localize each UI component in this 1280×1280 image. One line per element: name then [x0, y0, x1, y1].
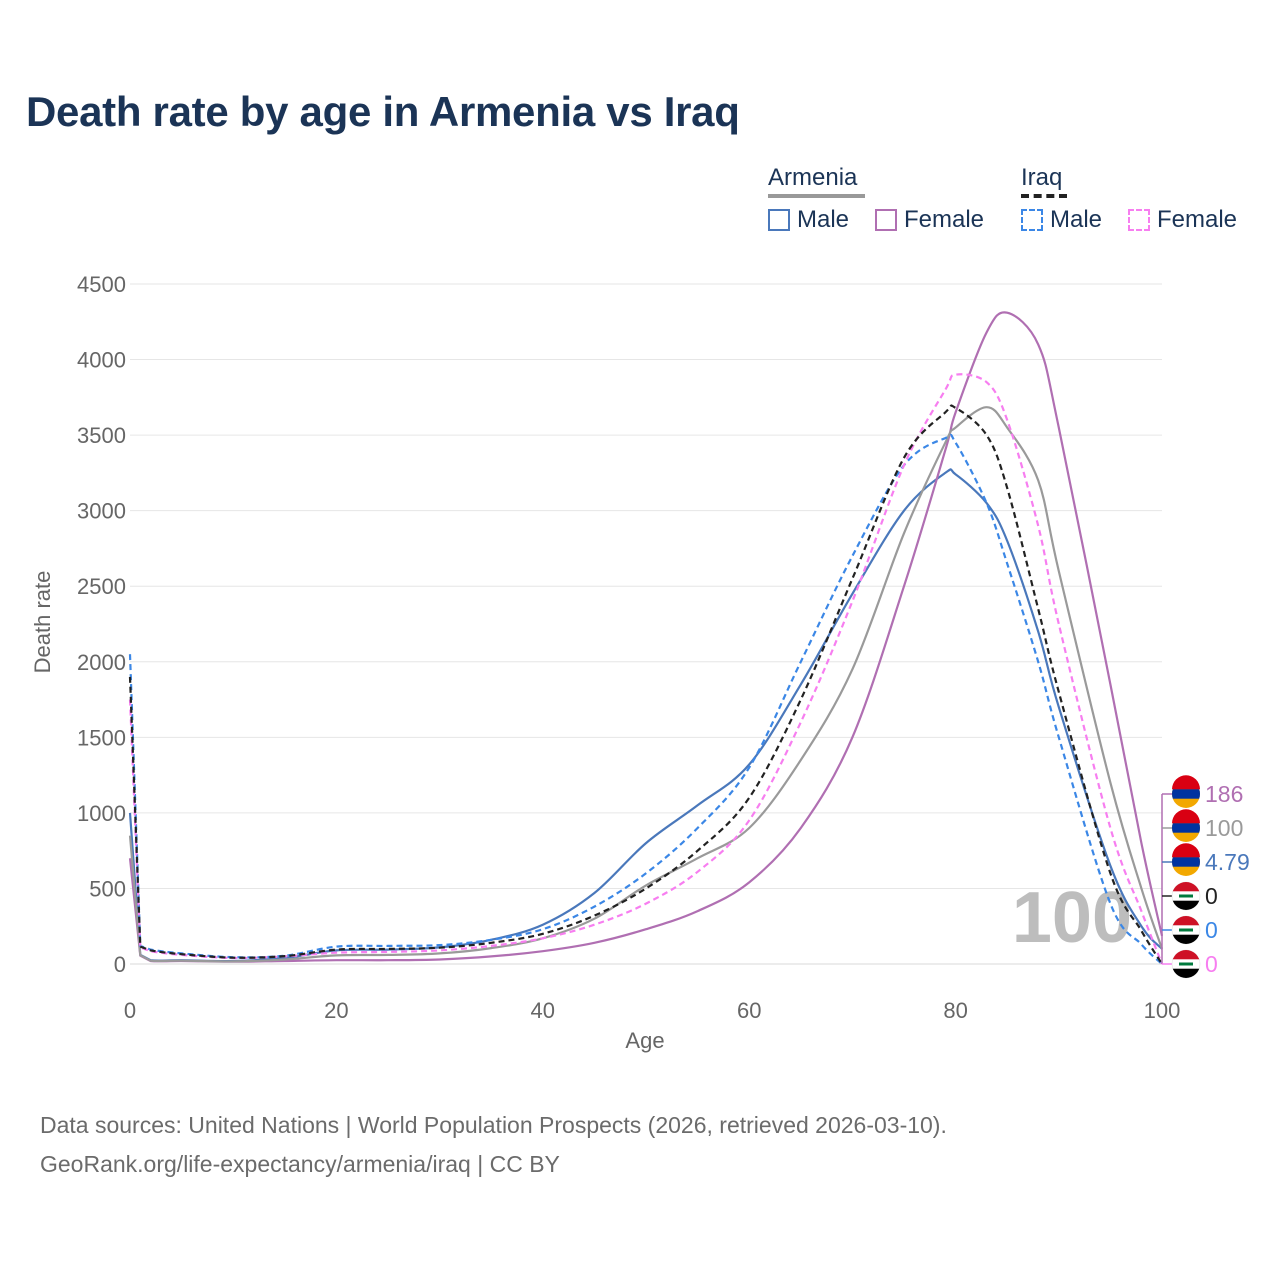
- axes: Age Death rate 0500100015002000250030003…: [30, 272, 1180, 1053]
- legend-swatch: [1128, 209, 1150, 231]
- y-tick-label: 4500: [77, 272, 126, 297]
- watermark-layer: 100: [1012, 878, 1132, 958]
- series-line-armenia-male[interactable]: [128, 468, 1163, 963]
- iraq-flag-icon: [1171, 915, 1201, 945]
- iraq-flag-icon: [1171, 949, 1201, 979]
- x-tick-label: 100: [1144, 998, 1181, 1023]
- armenia-flag-icon: [1172, 775, 1200, 808]
- legend-label: Male: [797, 206, 850, 233]
- y-axis-title: Death rate: [30, 571, 55, 674]
- legend-item-iraq-female[interactable]: Female: [1128, 206, 1237, 234]
- x-axis-title: Age: [625, 1028, 664, 1053]
- footer: Data sources: United Nations | World Pop…: [40, 1106, 947, 1184]
- legend-swatch: [768, 209, 790, 231]
- x-tick-label: 60: [737, 998, 761, 1023]
- y-tick-label: 4000: [77, 348, 126, 373]
- armenia-flag-icon: [1172, 809, 1200, 842]
- y-tick-label: 3500: [77, 423, 126, 448]
- watermark-year: 100: [1012, 878, 1132, 958]
- series-line-armenia-total[interactable]: [128, 406, 1164, 963]
- y-tick-label: 1000: [77, 801, 126, 826]
- legend-label: Male: [1050, 206, 1103, 233]
- legend-label: Female: [1157, 206, 1238, 233]
- end-label-value: 0: [1205, 917, 1218, 943]
- end-label-value: 186: [1205, 781, 1243, 807]
- series-layer: [128, 311, 1164, 965]
- end-label-value: 0: [1205, 883, 1218, 909]
- legend-swatch: [875, 209, 897, 231]
- series-line-armenia-female[interactable]: [128, 311, 1164, 963]
- end-label-value: 100: [1205, 815, 1243, 841]
- x-tick-label: 80: [943, 998, 967, 1023]
- y-tick-label: 3000: [77, 499, 126, 524]
- series-line-iraq-female[interactable]: [128, 373, 1164, 965]
- legend-item-iraq-male[interactable]: Male: [1021, 206, 1102, 234]
- chart-title: Death rate by age in Armenia vs Iraq: [26, 88, 740, 135]
- y-tick-label: 2000: [77, 650, 126, 675]
- legend-swatch: [1021, 209, 1043, 231]
- iraq-flag-icon: [1171, 881, 1201, 911]
- x-tick-label: 20: [324, 998, 348, 1023]
- legend-item-armenia-female[interactable]: Female: [875, 206, 984, 234]
- footer-source: Data sources: United Nations | World Pop…: [40, 1112, 947, 1138]
- legend-label: Female: [904, 206, 985, 233]
- y-tick-label: 0: [114, 952, 126, 977]
- y-tick-label: 1500: [77, 725, 126, 750]
- armenia-flag-icon: [1172, 843, 1200, 876]
- end-label-value: 0: [1205, 951, 1218, 977]
- y-tick-label: 2500: [77, 574, 126, 599]
- series-line-iraq-total[interactable]: [128, 404, 1163, 965]
- y-tick-label: 500: [89, 876, 126, 901]
- end-label-value: 4.79: [1205, 849, 1250, 875]
- x-tick-label: 0: [124, 998, 136, 1023]
- footer-credit[interactable]: GeoRank.org/life-expectancy/armenia/iraq…: [40, 1151, 560, 1177]
- end-labels: 186 100 4.79 0 0 0: [1161, 775, 1250, 979]
- grid: [130, 283, 1162, 965]
- legend-item-armenia-male[interactable]: Male: [768, 206, 849, 234]
- x-tick-label: 40: [531, 998, 555, 1023]
